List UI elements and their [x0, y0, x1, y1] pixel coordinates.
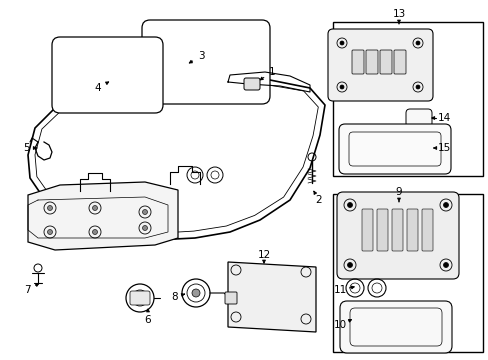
Text: 3: 3: [197, 51, 204, 61]
Ellipse shape: [415, 85, 419, 89]
Text: 7: 7: [23, 285, 30, 295]
Ellipse shape: [192, 289, 200, 297]
FancyBboxPatch shape: [406, 209, 417, 251]
FancyBboxPatch shape: [338, 124, 450, 174]
Ellipse shape: [92, 230, 97, 234]
Text: 10: 10: [333, 320, 346, 330]
FancyBboxPatch shape: [244, 78, 260, 90]
Text: 5: 5: [23, 143, 30, 153]
Ellipse shape: [47, 230, 52, 234]
Ellipse shape: [142, 225, 147, 230]
Ellipse shape: [443, 202, 447, 207]
FancyBboxPatch shape: [224, 292, 237, 304]
Ellipse shape: [415, 41, 419, 45]
Ellipse shape: [339, 85, 343, 89]
Text: 15: 15: [436, 143, 450, 153]
FancyBboxPatch shape: [142, 20, 269, 104]
Text: 12: 12: [257, 250, 270, 260]
FancyBboxPatch shape: [405, 109, 431, 127]
FancyBboxPatch shape: [339, 301, 451, 353]
Text: 8: 8: [171, 292, 178, 302]
Text: 14: 14: [436, 113, 450, 123]
Ellipse shape: [347, 202, 352, 207]
FancyBboxPatch shape: [327, 29, 432, 101]
Ellipse shape: [92, 206, 97, 211]
Ellipse shape: [347, 262, 352, 267]
Text: 9: 9: [395, 187, 402, 197]
FancyBboxPatch shape: [391, 209, 402, 251]
Ellipse shape: [339, 41, 343, 45]
Text: 1: 1: [268, 67, 275, 77]
Bar: [332, 22, 482, 176]
Text: 13: 13: [391, 9, 405, 19]
FancyBboxPatch shape: [130, 291, 150, 305]
Text: 4: 4: [95, 83, 101, 93]
FancyBboxPatch shape: [376, 209, 387, 251]
FancyBboxPatch shape: [393, 50, 405, 74]
Text: 2: 2: [315, 195, 322, 205]
FancyBboxPatch shape: [52, 37, 163, 113]
Text: 6: 6: [144, 315, 151, 325]
FancyBboxPatch shape: [361, 209, 372, 251]
Bar: [332, 194, 482, 352]
Ellipse shape: [443, 262, 447, 267]
FancyBboxPatch shape: [336, 192, 458, 279]
FancyBboxPatch shape: [351, 50, 363, 74]
FancyBboxPatch shape: [421, 209, 432, 251]
Ellipse shape: [142, 210, 147, 215]
Ellipse shape: [47, 206, 52, 211]
Polygon shape: [28, 182, 178, 250]
FancyBboxPatch shape: [379, 50, 391, 74]
FancyBboxPatch shape: [365, 50, 377, 74]
Polygon shape: [227, 262, 315, 332]
Text: 11: 11: [333, 285, 346, 295]
